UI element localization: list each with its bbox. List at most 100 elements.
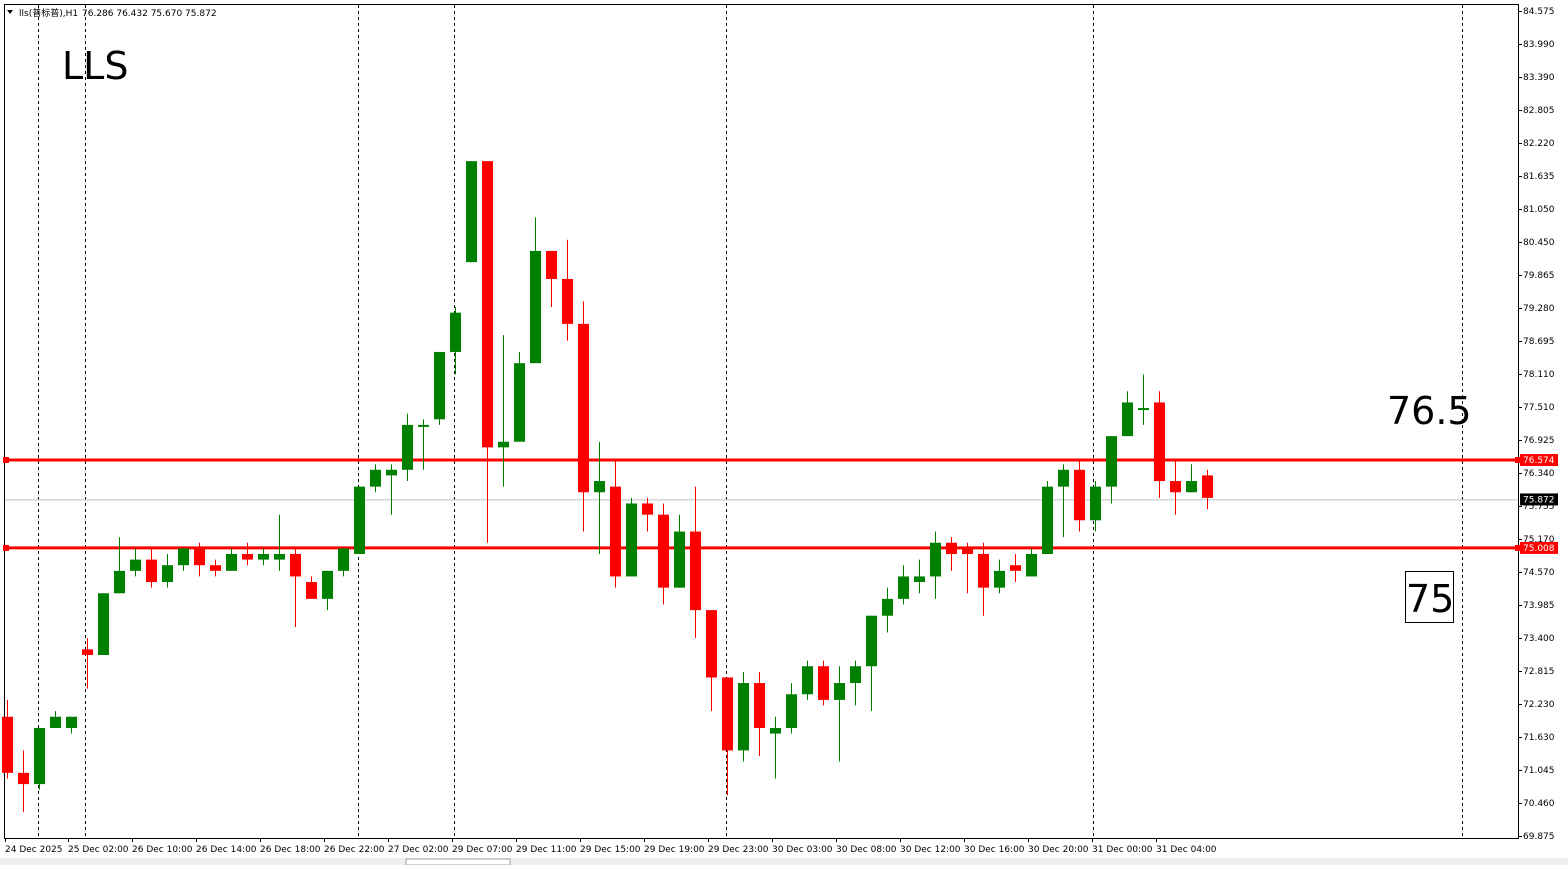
candle-body-58: [930, 542, 941, 577]
candle-body-1: [18, 772, 29, 785]
y-tick-label-17: 74.570: [1523, 568, 1555, 578]
triangle-down-icon[interactable]: [7, 10, 13, 14]
y-tick-label-1: 83.990: [1523, 40, 1555, 50]
candle-body-57: [914, 576, 925, 583]
level-handle-right-0: [1515, 457, 1521, 464]
y-tick-label-13: 76.925: [1523, 436, 1555, 446]
candle-body-11: [178, 548, 189, 566]
candle-body-5: [82, 649, 93, 656]
x-tick-label-10: 29 Dec 19:00: [644, 845, 705, 855]
level-tag-label-1: 75.008: [1523, 544, 1555, 554]
candle-body-36: [578, 323, 589, 493]
candle-body-70: [1122, 402, 1133, 437]
y-tick-label-6: 81.050: [1523, 205, 1555, 215]
candle-body-3: [50, 716, 61, 728]
x-tick-label-6: 27 Dec 02:00: [388, 845, 449, 855]
y-tick-label-24: 70.460: [1523, 799, 1555, 809]
candle-body-69: [1106, 436, 1117, 487]
candle-body-32: [514, 363, 525, 442]
x-tick-label-11: 29 Dec 23:00: [708, 845, 769, 855]
y-tick-label-5: 81.635: [1523, 172, 1555, 182]
candle-body-17: [274, 553, 285, 560]
x-tick-label-16: 30 Dec 20:00: [1028, 845, 1089, 855]
candle-body-26: [418, 424, 429, 427]
candle-body-12: [194, 548, 205, 566]
candle-body-35: [562, 278, 573, 324]
candle-body-34: [546, 250, 557, 279]
x-tick-label-13: 30 Dec 08:00: [836, 845, 897, 855]
y-tick-label-22: 71.630: [1523, 733, 1555, 743]
x-tick-label-5: 26 Dec 22:00: [324, 845, 385, 855]
candle-body-63: [1010, 565, 1021, 571]
x-tick-label-15: 30 Dec 16:00: [964, 845, 1025, 855]
candle-body-61: [978, 553, 989, 588]
candle-body-0: [2, 716, 13, 773]
candle-body-66: [1058, 469, 1069, 487]
candle-body-13: [210, 565, 221, 571]
candle-body-18: [290, 553, 301, 577]
candle-body-10: [162, 565, 173, 583]
candle-body-60: [962, 548, 973, 554]
y-tick-label-16: 75.170: [1523, 535, 1555, 545]
candle-body-65: [1042, 486, 1053, 554]
candle-body-44: [706, 610, 717, 678]
x-tick-label-3: 26 Dec 14:00: [196, 845, 257, 855]
y-tick-label-7: 80.450: [1523, 238, 1555, 248]
level-annotation-low-box: [1405, 571, 1454, 623]
chart-title: LLS: [62, 44, 128, 88]
x-tick-label-12: 30 Dec 03:00: [772, 845, 833, 855]
candle-body-74: [1186, 481, 1197, 493]
y-tick-label-20: 72.815: [1523, 667, 1555, 677]
ohlc-label: 76.286 76.432 75.670 75.872: [82, 9, 217, 19]
x-tick-label-2: 26 Dec 10:00: [132, 845, 193, 855]
level-handle-left-0: [3, 457, 9, 464]
x-tick-label-1: 25 Dec 02:00: [68, 845, 129, 855]
x-tick-label-4: 26 Dec 18:00: [260, 845, 321, 855]
current-price-tag: [1520, 493, 1558, 506]
chart-header: lls(普标普),H1 76.286 76.432 75.670 75.872: [7, 7, 217, 19]
candle-body-48: [770, 727, 781, 734]
y-tick-label-11: 78.110: [1523, 370, 1555, 380]
candle-body-33: [530, 250, 541, 364]
current-price-label: 75.872: [1523, 495, 1555, 505]
candle-body-37: [594, 481, 605, 493]
candle-body-2: [34, 727, 45, 785]
candle-body-24: [386, 469, 397, 476]
level-annotation-high: 76.5: [1387, 389, 1472, 433]
candle-body-16: [258, 553, 269, 560]
candle-body-31: [498, 441, 509, 448]
y-tick-label-3: 82.805: [1523, 106, 1555, 116]
candle-body-62: [994, 570, 1005, 588]
y-tick-label-25: 69.875: [1523, 832, 1555, 842]
candle-body-25: [402, 424, 413, 470]
candle-body-67: [1074, 469, 1085, 521]
y-tick-label-4: 82.220: [1523, 139, 1555, 149]
candle-body-19: [306, 582, 317, 599]
candle-body-29: [466, 161, 477, 263]
candle-body-55: [882, 598, 893, 616]
y-tick-label-15: 75.755: [1523, 502, 1555, 512]
candle-body-71: [1138, 408, 1149, 411]
level-handle-left-1: [3, 544, 9, 551]
x-tick-label-9: 29 Dec 15:00: [580, 845, 641, 855]
candle-body-38: [610, 486, 621, 577]
level-layer: [3, 457, 1521, 551]
candle-body-43: [690, 531, 701, 611]
candle-body-56: [898, 576, 909, 599]
y-tick-label-2: 83.390: [1523, 73, 1555, 83]
candle-body-75: [1202, 475, 1213, 498]
y-tick-label-19: 73.400: [1523, 634, 1555, 644]
y-tick-label-10: 78.695: [1523, 337, 1555, 347]
candle-body-59: [946, 542, 957, 554]
candle-body-20: [322, 570, 333, 599]
y-tick-label-14: 76.340: [1523, 469, 1555, 479]
candle-body-46: [738, 683, 749, 751]
chart-tab[interactable]: [405, 858, 511, 866]
candle-body-8: [130, 559, 141, 571]
y-tick-label-23: 71.045: [1523, 766, 1555, 776]
y-tick-label-9: 79.280: [1523, 304, 1555, 314]
candle-body-23: [370, 469, 381, 487]
bottom-tab-strip: [0, 858, 1568, 866]
